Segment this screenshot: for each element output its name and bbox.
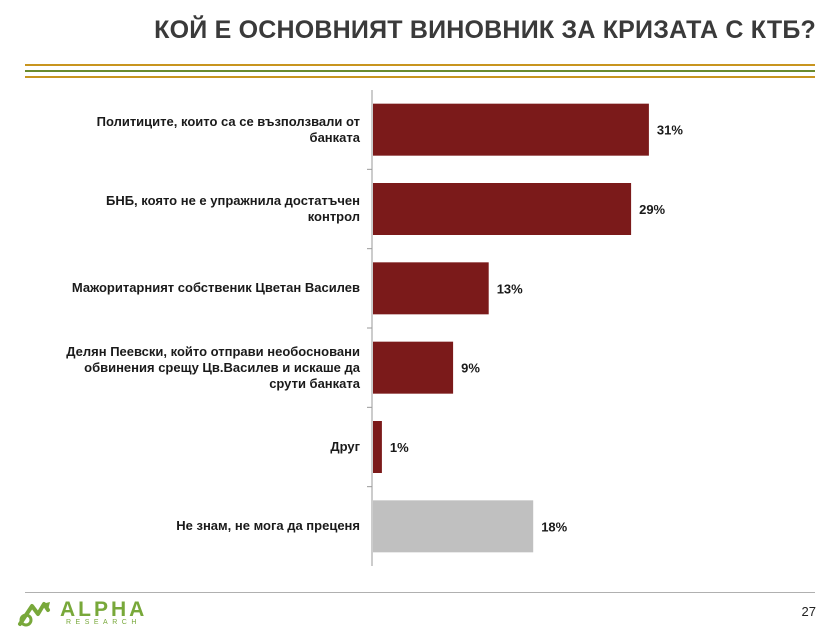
value-label-4: 1% [390,440,409,455]
title-rule-green [25,70,815,72]
bar-3 [373,341,454,394]
category-label-5: Не знам, не мога да преценя [20,518,360,534]
category-label-4: Друг [20,439,360,455]
bar-0 [373,103,649,156]
category-label-3: Делян Пеевски, който отправи необоснован… [20,344,360,392]
category-label-line: обвинения срещу Цв.Василев и искаше да [84,359,360,375]
category-label-line: Друг [330,439,360,454]
category-label-line: Не знам, не мога да преценя [176,518,360,534]
title-rule-gold-top [25,64,815,66]
bar-4 [373,421,382,473]
category-label-line: Делян Пеевски, който отправи необоснован… [66,343,360,359]
category-label-line: банката [309,129,360,145]
category-label-0: Политиците, които са се възползвали от ба… [20,114,360,146]
bar-5 [373,500,534,553]
category-label-line: контрол [307,209,360,224]
category-label-2: Мажоритарният собственик Цветан Василев [20,280,360,296]
category-label-line: Политиците, които са се възползвали от [96,113,360,129]
title-rule-gold-bottom [25,76,815,78]
bar-1 [373,183,632,235]
value-label-0: 31% [657,123,683,138]
bar-2 [373,262,489,315]
page-number: 27 [801,604,816,619]
category-label-line: Мажоритарният собственик Цветан Василев [71,280,360,296]
category-label-line: срути банката [269,375,360,391]
logo-mark-icon [18,602,50,627]
category-label-line: БНБ, която не е упражнила достатъчен [105,193,360,208]
value-label-1: 29% [639,202,665,217]
value-label-3: 9% [461,361,480,376]
value-label-5: 18% [541,519,567,534]
category-label-1: БНБ, която не е упражнила достатъчен конт… [20,193,360,225]
logo-sub: RESEARCH [66,619,141,626]
value-label-2: 13% [497,281,523,296]
page-title: КОЙ Е ОСНОВНИЯТ ВИНОВНИК ЗА КРИЗАТА С КТ… [154,16,816,44]
footer-rule [25,592,815,593]
logo-word: ALPHA [60,598,148,621]
alpha-research-logo: ALPHA RESEARCH [14,598,144,628]
